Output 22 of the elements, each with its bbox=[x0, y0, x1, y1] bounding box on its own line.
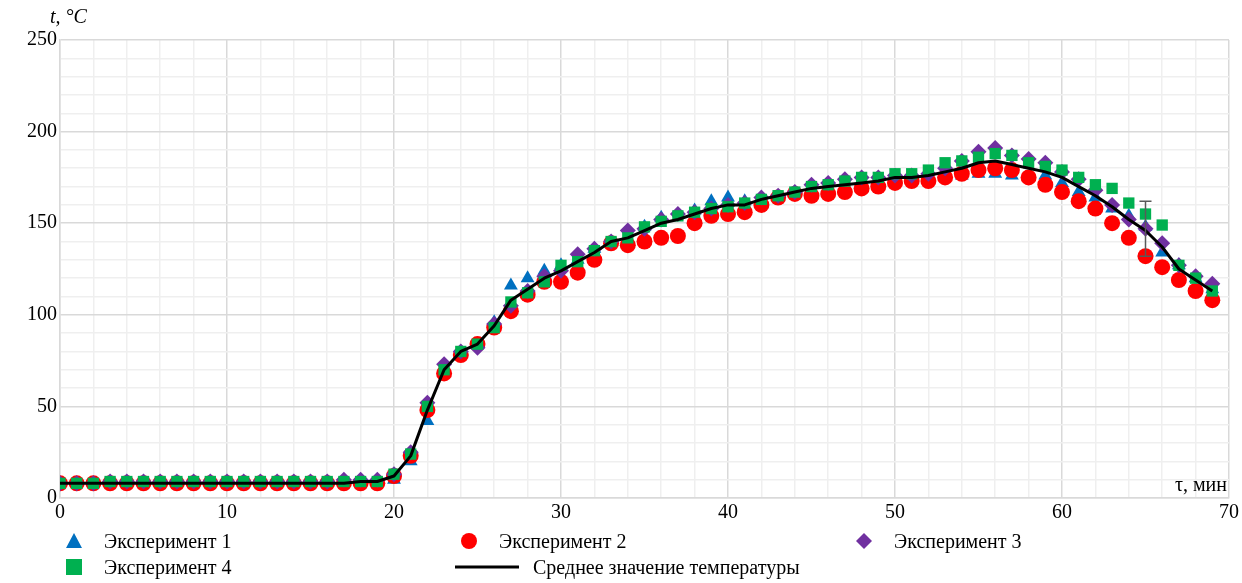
y-tick-label: 50 bbox=[37, 393, 57, 416]
legend-label: Эксперимент 3 bbox=[894, 529, 1022, 553]
point bbox=[520, 270, 535, 283]
legend-label: Эксперимент 1 bbox=[104, 529, 232, 553]
x-tick-label: 30 bbox=[551, 500, 571, 523]
y-tick-label: 0 bbox=[47, 485, 57, 508]
y-tick-label: 150 bbox=[27, 210, 57, 233]
y-tick-label: 250 bbox=[27, 27, 57, 50]
legend-label: Среднее значение температуры bbox=[533, 555, 800, 579]
y-axis-title: t, °C bbox=[50, 5, 88, 28]
x-tick-label: 70 bbox=[1219, 500, 1239, 523]
point bbox=[503, 277, 518, 290]
legend-label: Эксперимент 2 bbox=[499, 529, 627, 553]
x-tick-label: 10 bbox=[217, 500, 237, 523]
y-tick-label: 200 bbox=[27, 118, 57, 141]
x-tick-label: 20 bbox=[384, 500, 404, 523]
y-tick-label: 100 bbox=[27, 302, 57, 325]
x-axis-title: τ, мин bbox=[1174, 473, 1228, 496]
legend-label: Эксперимент 4 bbox=[104, 555, 232, 579]
x-tick-label: 60 bbox=[1052, 500, 1072, 523]
x-tick-label: 50 bbox=[885, 500, 905, 523]
x-tick-label: 40 bbox=[718, 500, 738, 523]
